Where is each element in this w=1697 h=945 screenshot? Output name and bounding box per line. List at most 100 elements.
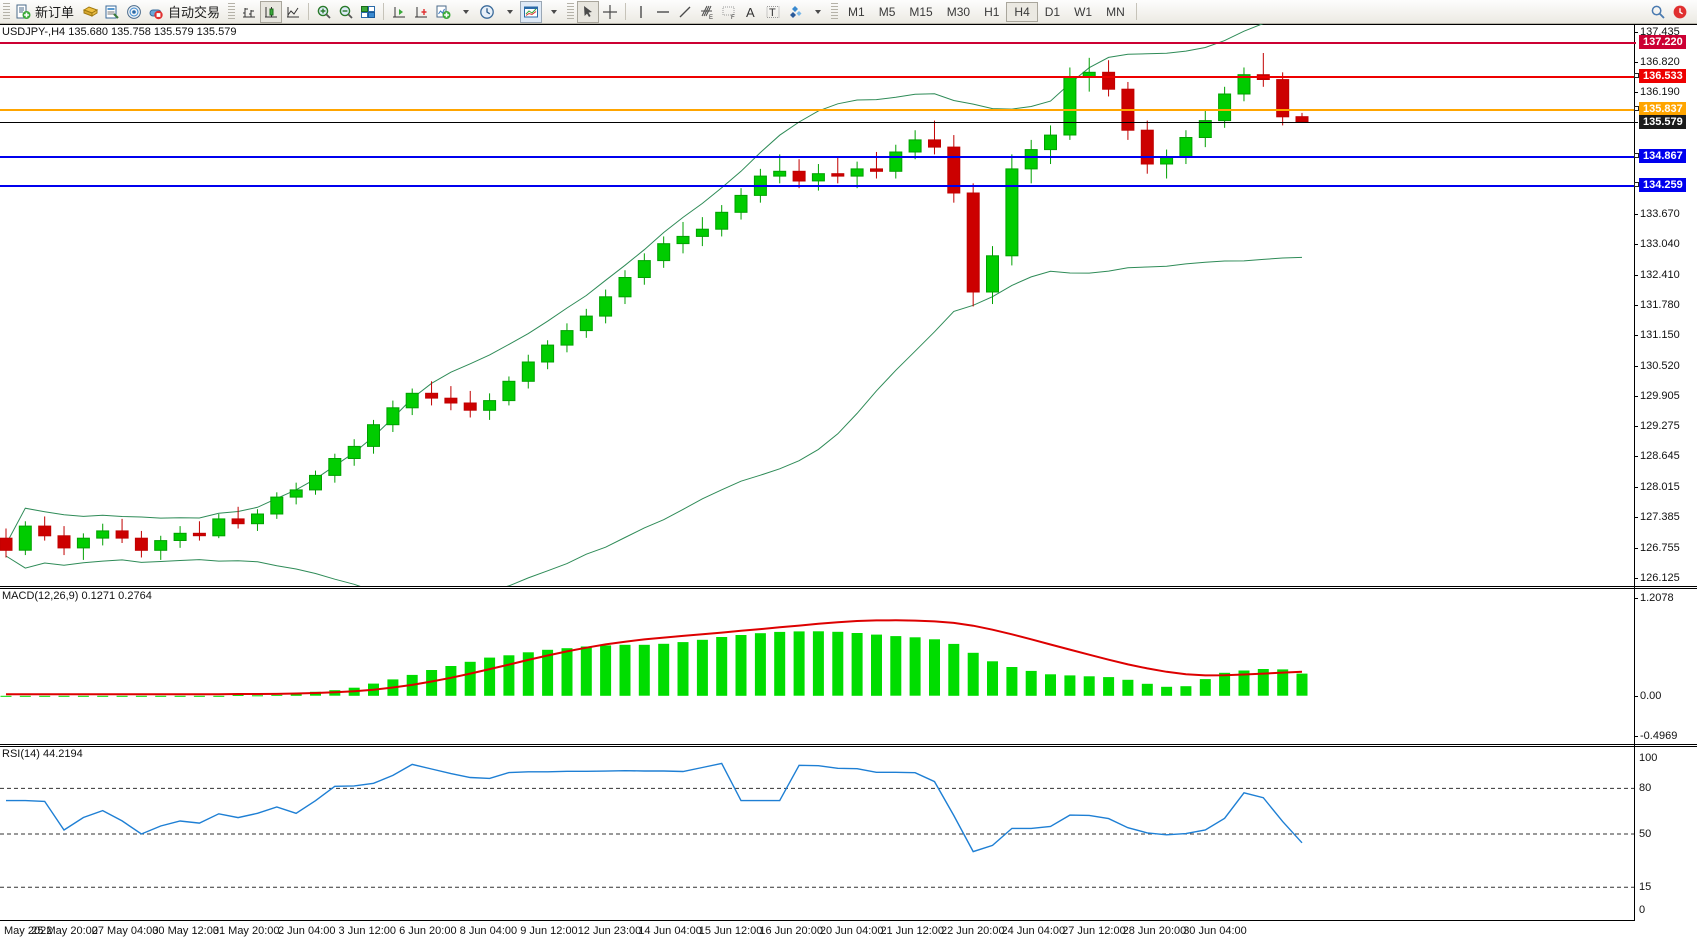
chevron-down-icon (506, 9, 513, 14)
horizontal-line-icon (657, 10, 670, 13)
time-axis-label: 12 Jun 23:00 (577, 925, 642, 937)
time-axis-label: 30 Jun 04:00 (1183, 925, 1247, 937)
scroll-end-button[interactable] (388, 1, 410, 23)
tile-windows-button[interactable] (357, 1, 379, 23)
signals-button[interactable] (123, 1, 145, 23)
line-chart-icon (287, 6, 300, 17)
cursor-button[interactable] (577, 0, 600, 23)
rsi-tick-label: 50 (1639, 828, 1652, 840)
period-button[interactable] (476, 1, 498, 23)
price-level-line[interactable] (0, 75, 1636, 78)
horizontal-line-button[interactable] (652, 1, 674, 23)
time-axis-label: 31 May 20:00 (212, 925, 280, 937)
equidistant-channel-button[interactable]: F (718, 1, 740, 23)
notification-button[interactable] (1669, 1, 1691, 23)
time-axis-label: 15 Jun 12:00 (698, 925, 763, 937)
zoom-in-icon (317, 5, 331, 19)
zoom-in-button[interactable] (313, 1, 335, 23)
price-level-label[interactable]: 135.579 (1639, 114, 1686, 129)
chevron-down-icon (550, 9, 557, 14)
toolbar-grip[interactable] (3, 2, 10, 21)
price-level-line[interactable] (0, 42, 1636, 45)
price-level-label[interactable]: 134.259 (1634, 178, 1686, 193)
rsi-scale[interactable]: 100 80 50 15 0 (1635, 744, 1697, 920)
price-level-handle[interactable] (1634, 72, 1639, 78)
price-axis-separator (1634, 24, 1635, 586)
macd-tick-mark (1635, 736, 1638, 737)
price-level-label[interactable]: 134.867 (1634, 148, 1686, 163)
price-level-label[interactable]: 136.533 (1634, 68, 1686, 83)
price-level-line[interactable] (0, 121, 1636, 123)
toolbar-grip-3[interactable] (567, 2, 575, 21)
price-scale[interactable]: 137.435 136.820 136.190 135.579 133.670 133.0… (1635, 24, 1697, 586)
price-level-handle[interactable] (1634, 106, 1639, 112)
tile-windows-icon (361, 5, 376, 18)
chart-container[interactable]: USDJPY-,H4 135.680 135.758 135.579 135.5… (0, 24, 1697, 945)
time-axis-label: 25 May 20:00 (31, 925, 98, 937)
zoom-out-button[interactable] (335, 1, 357, 23)
data-window-button[interactable] (101, 1, 123, 23)
timeframe-m30[interactable]: M30 (946, 4, 971, 19)
candlestick-chart-icon (265, 6, 278, 17)
autotrading-button[interactable]: 自动交易 (145, 1, 225, 23)
trendline-button[interactable] (674, 1, 696, 23)
price-level-line[interactable] (0, 185, 1636, 188)
candlestick-chart-button[interactable] (260, 0, 283, 23)
fibonacci-button[interactable]: E (696, 1, 718, 23)
price-level-handle[interactable] (1634, 182, 1639, 188)
price-level-label[interactable]: 137.220 (1639, 35, 1686, 50)
timeframe-m5[interactable]: M5 (878, 4, 896, 19)
price-tick-label: 129.905 (1640, 389, 1680, 402)
macd-top-border (0, 586, 1697, 587)
price-level-line[interactable] (0, 155, 1636, 158)
line-chart-button[interactable] (282, 1, 304, 23)
notification-icon (1673, 5, 1687, 18)
timeframe-m15[interactable]: M15 (909, 4, 933, 19)
price-level-label[interactable]: 135.837 (1634, 102, 1686, 117)
templates-dropdown[interactable] (542, 1, 564, 23)
text-button[interactable]: A (740, 1, 762, 23)
data-window-icon (105, 5, 119, 19)
timeframe-h1[interactable]: H1 (984, 4, 1000, 19)
price-level-handle[interactable] (1634, 152, 1639, 158)
new-order-button[interactable]: 新订单 (13, 1, 79, 23)
crosshair-button[interactable] (599, 1, 621, 23)
macd-tick-mark (1635, 695, 1638, 697)
time-axis-label: 9 Jun 12:00 (520, 925, 578, 937)
expert-advisor-button[interactable] (79, 1, 101, 23)
price-level-line[interactable] (0, 109, 1636, 112)
price-tick-label: 127.385 (1640, 511, 1680, 524)
templates-button[interactable] (520, 0, 543, 23)
text-label-button[interactable]: T (762, 1, 784, 23)
time-axis-label: 14 Jun 04:00 (638, 925, 702, 937)
vertical-line-button[interactable] (630, 1, 652, 23)
search-button[interactable] (1647, 1, 1669, 23)
price-pane[interactable]: USDJPY-,H4 135.680 135.758 135.579 135.5… (0, 24, 1697, 586)
price-tick-label: 133.670 (1640, 207, 1680, 220)
shapes-dropdown[interactable] (806, 1, 828, 23)
period-dropdown[interactable] (498, 1, 520, 23)
timeframe-mn[interactable]: MN (1106, 4, 1125, 19)
timeframe-m1[interactable]: M1 (848, 4, 865, 19)
indicators-dropdown[interactable] (454, 1, 476, 23)
toolbar-grip-2[interactable] (228, 2, 236, 21)
chart-shift-button[interactable] (410, 1, 432, 23)
price-tick-mark (1635, 61, 1638, 63)
price-tick-mark (1635, 305, 1638, 306)
toolbar-grip-4[interactable] (831, 2, 839, 21)
timeframe-d1[interactable]: D1 (1044, 4, 1061, 19)
time-axis[interactable]: May 2022 25 May 20:00 27 May 04:00 30 May 1… (0, 920, 1697, 945)
price-tick-mark (1635, 213, 1638, 215)
macd-pane[interactable]: MACD(12,26,9) 0.1271 0.2764 1.2078 0.00 -0… (0, 586, 1697, 744)
price-tick-label: 132.410 (1640, 268, 1680, 281)
macd-scale[interactable]: 1.2078 0.00 -0.4969 (1635, 586, 1697, 744)
timeframe-h4[interactable]: H4 (1006, 1, 1038, 22)
time-axis-label: 22 Jun 20:00 (940, 925, 1005, 937)
autotrading-icon (149, 9, 163, 19)
shapes-button[interactable] (784, 1, 806, 23)
timeframe-w1[interactable]: W1 (1074, 4, 1093, 19)
text-label-icon: T (766, 5, 780, 19)
indicators-button[interactable] (432, 1, 454, 23)
rsi-pane[interactable]: RSI(14) 44.2194 100 80 50 15 0 (0, 744, 1697, 920)
bar-chart-button[interactable] (238, 1, 260, 23)
